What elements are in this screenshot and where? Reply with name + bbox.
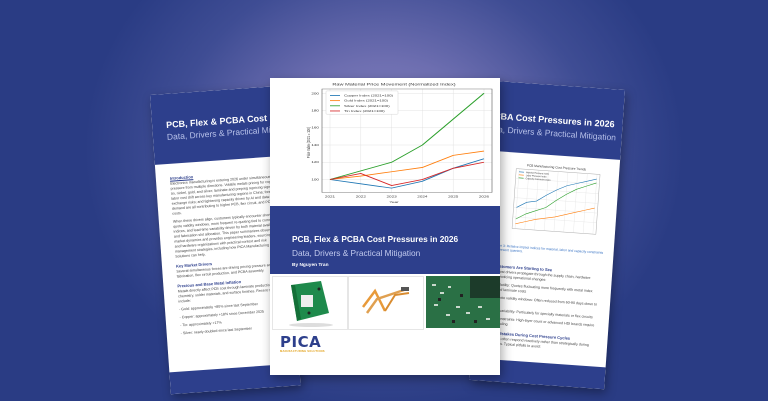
x-tick-label: 2026	[479, 195, 489, 199]
series-line	[329, 161, 485, 186]
y-tick-label: 160	[311, 126, 319, 130]
cover-title: PCB, Flex & PCBA Cost Pressures in 2026	[292, 234, 459, 244]
pica-logo-text: PICA	[280, 333, 322, 351]
x-axis-label: Year	[389, 200, 399, 204]
raw-material-price-chart: Raw Material Price Movement (Normalized …	[306, 83, 493, 204]
legend-entry: Copper Index (2021=100)	[344, 94, 393, 97]
pica-logo: PICA MANUFACTURING SOLUTIONS	[280, 333, 325, 353]
center-cover-page: Raw Material Price Movement (Normalized …	[270, 78, 500, 375]
x-tick-label: 2025	[448, 195, 458, 199]
right-series-line	[515, 182, 597, 220]
pica-logo-tagline: MANUFACTURING SOLUTIONS	[280, 350, 325, 353]
photo-pcb-closeup	[426, 276, 500, 328]
cover-subtitle: Data, Drivers & Practical Mitigation	[292, 248, 421, 258]
right-trend-chart: PCB Manufacturing Cost Pressure Trends M…	[511, 163, 601, 235]
left-para-intro: Electronics manufacturing is entering 20…	[170, 174, 281, 216]
raw-material-chart-area: Raw Material Price Movement (Normalized …	[270, 78, 500, 206]
y-tick-label: 200	[311, 91, 319, 95]
legend-entry: Gold Index (2021=100)	[344, 99, 388, 102]
svg-text:Material Pressure Index: Material Pressure Index	[526, 171, 550, 176]
cover-author: By Nguyen Tran	[292, 263, 329, 268]
legend-entry: Tin Index (2021=100)	[344, 110, 385, 113]
right-series-line	[515, 207, 595, 225]
y-tick-label: 120	[311, 160, 319, 164]
left-para-2: When these drivers align, customers typi…	[172, 212, 283, 259]
svg-text:Labor Pressure Index: Labor Pressure Index	[526, 174, 548, 179]
right-chart-title: PCB Manufacturing Cost Pressure Trends	[527, 163, 587, 171]
right-page: PCB, Flex & PCBA Cost Pressures in 2026 …	[469, 80, 625, 390]
y-tick-label: 180	[311, 108, 319, 112]
series-line	[329, 158, 485, 189]
x-tick-label: 2024	[417, 195, 428, 199]
right-title-band: PCB, Flex & PCBA Cost Pressures in 2026 …	[469, 80, 625, 160]
series-line	[329, 150, 485, 180]
right-series-line	[516, 178, 597, 208]
y-tick-label: 100	[311, 177, 319, 181]
svg-text:Capacity Constraint Index: Capacity Constraint Index	[525, 177, 551, 182]
x-tick-label: 2021	[325, 195, 335, 199]
x-tick-label: 2023	[386, 195, 396, 199]
x-tick-label: 2022	[356, 195, 366, 199]
left-title-band: PCB, Flex & PCBA Cost Pressures in 2026 …	[150, 85, 301, 165]
chart-legend: Copper Index (2021=100) Gold Index (2021=…	[325, 90, 399, 115]
chart-title: Raw Material Price Movement (Normalized …	[332, 83, 456, 87]
photo-flex-circuit	[348, 276, 424, 330]
y-axis-label: Price Index (2021 = 100)	[306, 127, 311, 158]
cover-title-band: PCB, Flex & PCBA Cost Pressures in 2026 …	[270, 206, 500, 274]
series-line	[329, 93, 485, 180]
y-tick-label: 140	[311, 143, 319, 147]
legend-entry: Silver Index (2021=100)	[344, 105, 390, 108]
photo-rigid-pcb	[272, 276, 348, 330]
